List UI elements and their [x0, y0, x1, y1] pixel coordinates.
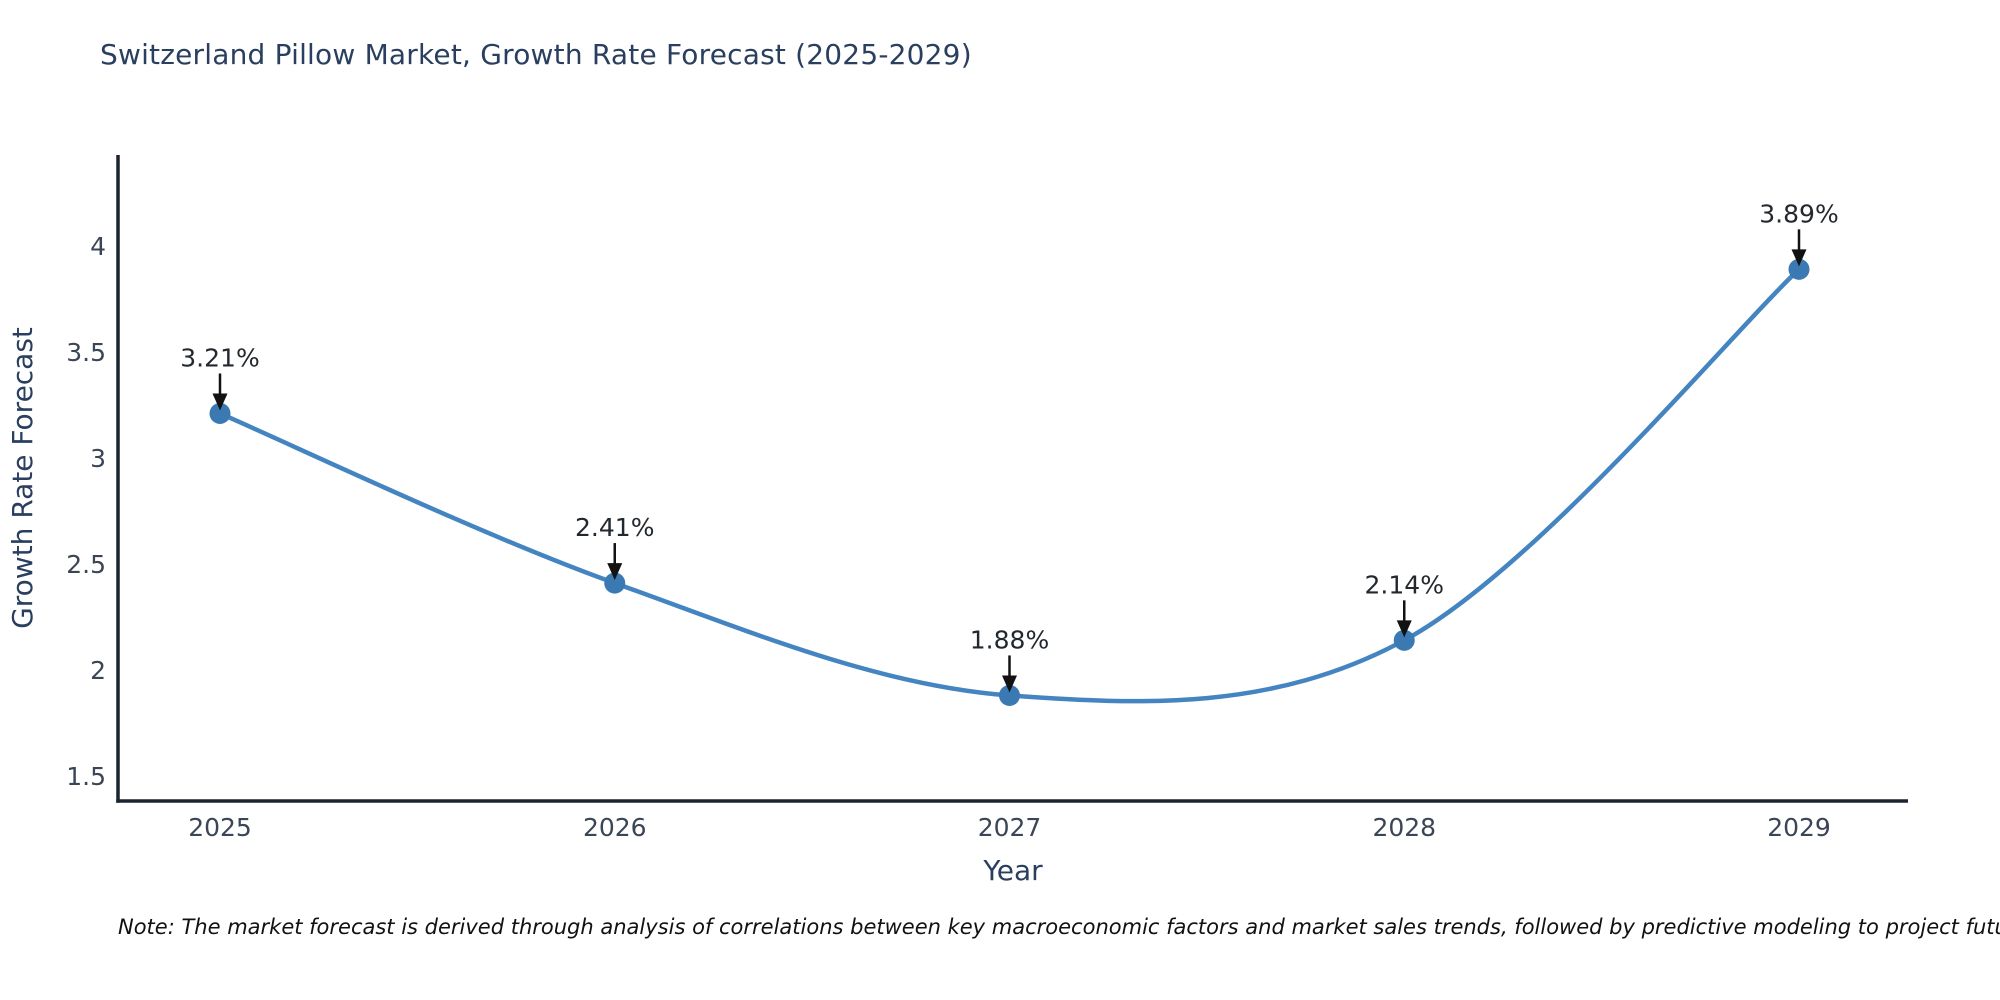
point-value-label: 3.89% [1759, 199, 1838, 228]
data-point-2028 [1393, 629, 1415, 651]
series-layer [209, 258, 1810, 706]
footnote: Note: The market forecast is derived thr… [118, 915, 2000, 939]
data-point-2026 [604, 572, 626, 594]
point-value-label: 1.88% [970, 625, 1049, 654]
x-axis-title: Year [982, 854, 1043, 887]
axis-ticks: 1.5 2 2.5 3 3.5 4 2025 2026 2027 2028 2029 [66, 232, 1831, 842]
x-tick-label: 2029 [1767, 813, 1831, 842]
y-tick-label: 3 [90, 444, 106, 473]
y-tick-label: 3.5 [66, 338, 106, 367]
annotation-arrow-head [1396, 620, 1412, 638]
data-point-2027 [999, 684, 1020, 706]
y-axis-title: Growth Rate Forecast [6, 327, 39, 629]
annotation-arrow-head [1002, 675, 1017, 693]
annotation-arrow-head [1791, 249, 1807, 267]
y-tick-label: 4 [90, 232, 106, 261]
y-tick-label: 2 [90, 656, 106, 685]
data-point-2029 [1788, 258, 1810, 280]
y-tick-label: 2.5 [66, 550, 106, 579]
x-tick-label: 2027 [978, 813, 1042, 842]
annotation-arrow-head [212, 393, 228, 411]
x-tick-label: 2025 [188, 813, 252, 842]
annotations-layer: 3.21% 2.41% 1.88% 2.14% 3.89% [180, 199, 1839, 693]
annotation-arrow-head [607, 563, 623, 581]
x-tick-label: 2028 [1372, 813, 1436, 842]
chart-title: Switzerland Pillow Market, Growth Rate F… [100, 38, 972, 71]
point-value-label: 2.14% [1365, 570, 1444, 599]
point-value-label: 3.21% [180, 343, 259, 372]
data-point-2025 [209, 402, 231, 424]
x-tick-label: 2026 [583, 813, 647, 842]
point-value-label: 2.41% [575, 513, 654, 542]
y-tick-label: 1.5 [66, 762, 106, 791]
